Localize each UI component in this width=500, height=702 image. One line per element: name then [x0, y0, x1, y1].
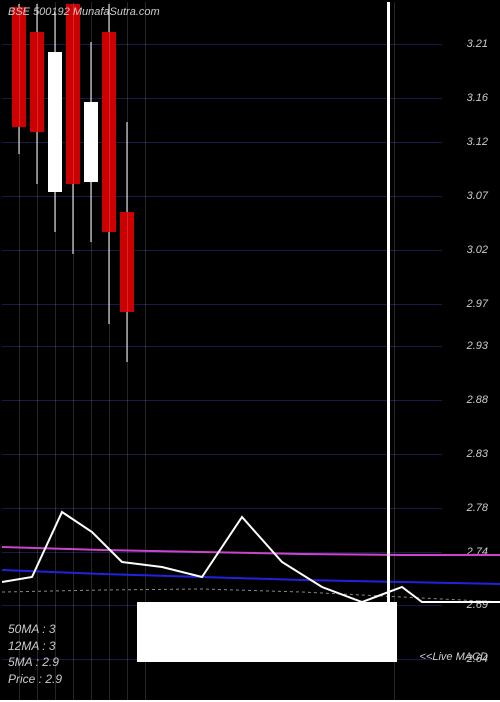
macd-label: <<Live MACD — [420, 651, 488, 663]
price-overlay-lines — [2, 2, 500, 702]
price-line — [2, 512, 500, 602]
source-label: MunafaSutra.com — [73, 6, 160, 18]
chart-header: BSE 500192 MunafaSutra.com — [8, 6, 160, 18]
ma5-line — [2, 589, 500, 602]
white-overlay — [137, 602, 397, 662]
ma5-info: 5MA : 2.9 — [8, 654, 62, 671]
ticker-label: BSE 500192 — [8, 6, 70, 18]
info-panel: 50MA : 3 12MA : 3 5MA : 2.9 Price : 2.9 — [8, 621, 62, 688]
white-overlay — [387, 2, 390, 602]
ma12-line — [2, 570, 500, 584]
ma50-info: 50MA : 3 — [8, 621, 62, 638]
stock-chart: BSE 500192 MunafaSutra.com 3.213.163.123… — [0, 0, 500, 700]
price-info: Price : 2.9 — [8, 671, 62, 688]
ma12-info: 12MA : 3 — [8, 638, 62, 655]
ma50-line — [2, 547, 500, 555]
